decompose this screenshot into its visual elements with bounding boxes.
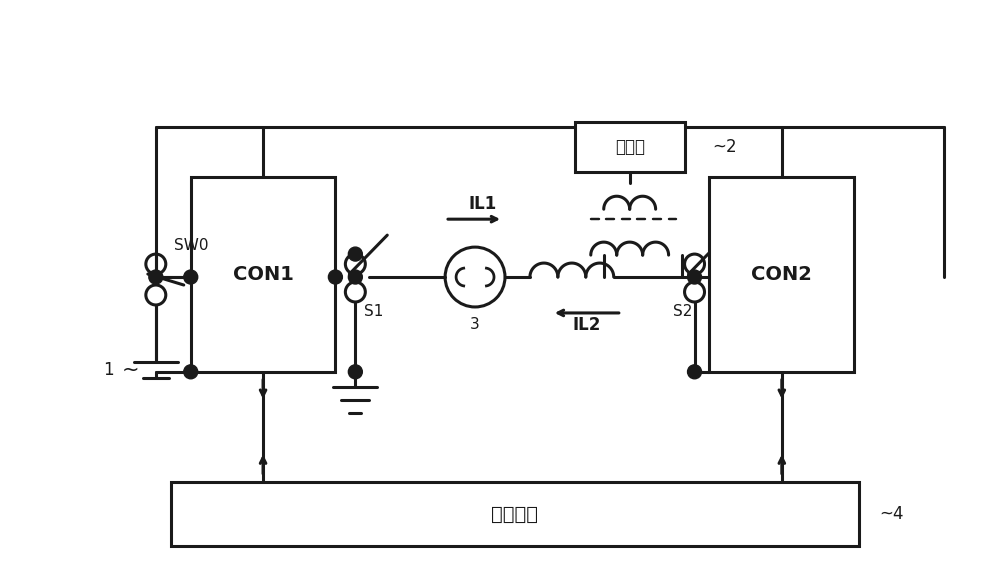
- Circle shape: [348, 247, 362, 261]
- Text: 1: 1: [103, 361, 114, 379]
- Text: 3: 3: [470, 317, 480, 332]
- Text: CON2: CON2: [751, 265, 812, 284]
- Text: ~: ~: [122, 360, 140, 380]
- Bar: [575, 122, 685, 172]
- Circle shape: [184, 365, 198, 379]
- Text: IL1: IL1: [469, 195, 497, 213]
- Circle shape: [348, 365, 362, 379]
- Text: ~4: ~4: [879, 505, 904, 523]
- Text: CON1: CON1: [233, 265, 294, 284]
- Text: S2: S2: [673, 304, 692, 320]
- Text: SW0: SW0: [174, 237, 208, 253]
- Bar: [709, 178, 854, 372]
- Circle shape: [184, 270, 198, 284]
- Circle shape: [149, 270, 163, 284]
- Text: IL2: IL2: [573, 316, 601, 334]
- Bar: [171, 481, 859, 546]
- Circle shape: [348, 270, 362, 284]
- Text: S1: S1: [364, 304, 383, 320]
- Circle shape: [328, 270, 342, 284]
- Text: ~2: ~2: [712, 139, 737, 157]
- Bar: [191, 178, 335, 372]
- Circle shape: [688, 365, 702, 379]
- Text: 控制电路: 控制电路: [491, 505, 538, 523]
- Text: 起动器: 起动器: [615, 139, 645, 157]
- Circle shape: [688, 270, 702, 284]
